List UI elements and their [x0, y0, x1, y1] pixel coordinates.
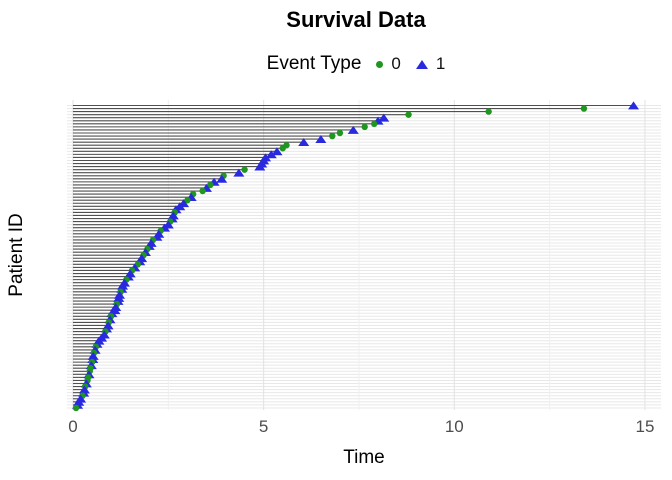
x-tick-label: 15	[635, 417, 654, 436]
event-marker-circle	[241, 166, 248, 173]
legend-label-1: 1	[435, 54, 446, 73]
event-marker-circle	[207, 181, 214, 189]
event-marker-circle	[72, 404, 80, 412]
event-marker-circle	[199, 187, 206, 195]
event-marker-triangle	[315, 135, 327, 144]
event-marker-triangle	[628, 101, 640, 110]
event-marker-triangle	[254, 162, 266, 171]
event-marker-circle	[405, 111, 412, 118]
event-marker-circle	[371, 120, 378, 128]
chart-title: Survival Data	[286, 7, 426, 32]
event-marker-triangle	[216, 174, 228, 183]
event-marker-triangle	[378, 113, 390, 122]
circle-marker-icon	[376, 60, 384, 68]
legend: Event Type 0 1	[40, 52, 672, 76]
event-marker-triangle	[347, 125, 359, 134]
event-marker-triangle	[265, 150, 277, 159]
triangle-marker-icon	[415, 59, 428, 69]
legend-item-event-0: 0	[376, 54, 401, 74]
x-tick-label: 10	[445, 417, 464, 436]
event-marker-triangle	[233, 168, 245, 177]
legend-title: Event Type	[266, 53, 362, 74]
event-marker-circle	[485, 108, 492, 115]
event-marker-triangle	[298, 138, 310, 147]
x-tick-label: 5	[259, 417, 268, 436]
event-marker-circle	[580, 105, 588, 112]
event-marker-circle	[279, 145, 286, 152]
x-tick-label: 0	[68, 417, 77, 436]
event-marker-circle	[361, 123, 368, 131]
event-marker-triangle	[271, 147, 283, 156]
event-marker-circle	[336, 129, 344, 137]
legend-label-0: 0	[391, 54, 401, 73]
event-marker-circle	[184, 197, 191, 204]
legend-item-event-1: 1	[415, 54, 446, 74]
event-marker-circle	[329, 132, 336, 140]
x-axis-title: Time	[343, 447, 385, 468]
